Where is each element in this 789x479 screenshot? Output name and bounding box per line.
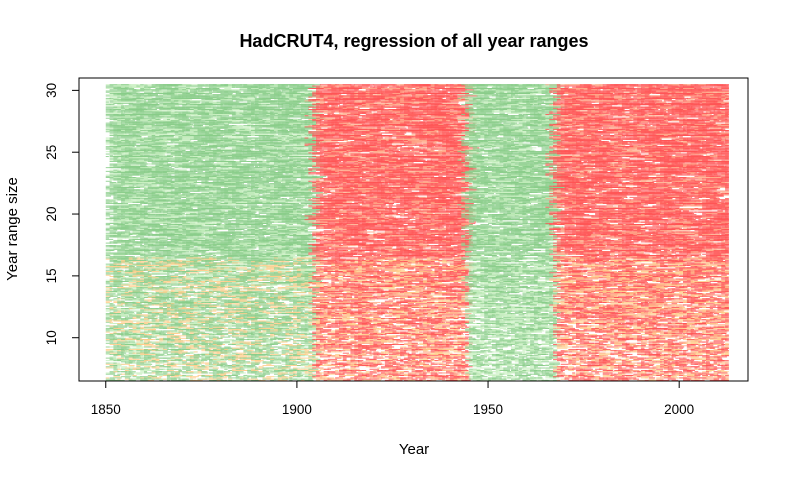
regression-segments bbox=[106, 85, 729, 381]
chart-title: HadCRUT4, regression of all year ranges bbox=[239, 31, 588, 51]
